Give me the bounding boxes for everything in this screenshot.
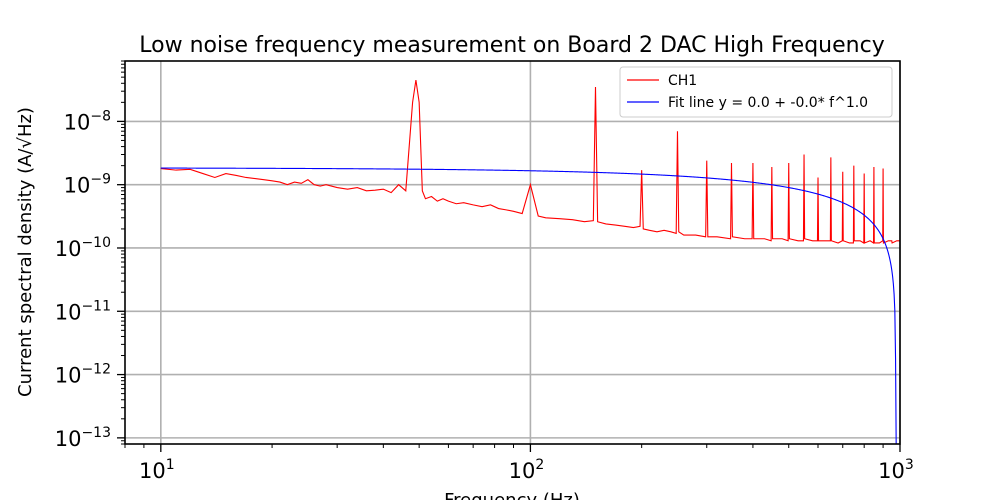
x-tick-label: 103: [878, 457, 914, 483]
x-axis: 101 102 103: [139, 444, 914, 483]
grid: [125, 61, 901, 444]
legend-label-fit: Fit line y = 0.0 + -0.0* f^1.0: [668, 95, 868, 111]
y-tick-label: 10−10: [55, 235, 111, 261]
chart-title: Low noise frequency measurement on Board…: [139, 33, 884, 58]
y-tick-label: 10−8: [64, 108, 111, 134]
y-tick-label: 10−9: [64, 172, 111, 198]
y-tick-label: 10−12: [55, 362, 111, 388]
plot-area: [160, 79, 900, 444]
series-line-fit: [160, 167, 897, 444]
x-axis-label: Frequency (Hz): [444, 490, 580, 500]
x-tick-label: 101: [139, 457, 175, 483]
legend-label-ch1: CH1: [668, 73, 697, 89]
y-axis: 10−13 10−12 10−11 10−10 10−9 10−8: [55, 108, 125, 451]
x-tick-label: 102: [509, 457, 545, 483]
y-tick-label: 10−13: [55, 425, 111, 451]
minor-ticks: [121, 60, 884, 448]
series-line-ch1: [160, 79, 900, 244]
y-tick-label: 10−11: [55, 298, 111, 324]
legend-box: [619, 66, 893, 118]
legend: CH1 Fit line y = 0.0 + -0.0* f^1.0: [619, 66, 893, 118]
plot-frame: [124, 60, 901, 445]
y-axis-label: Current spectral density (A/√Hz): [15, 107, 36, 397]
